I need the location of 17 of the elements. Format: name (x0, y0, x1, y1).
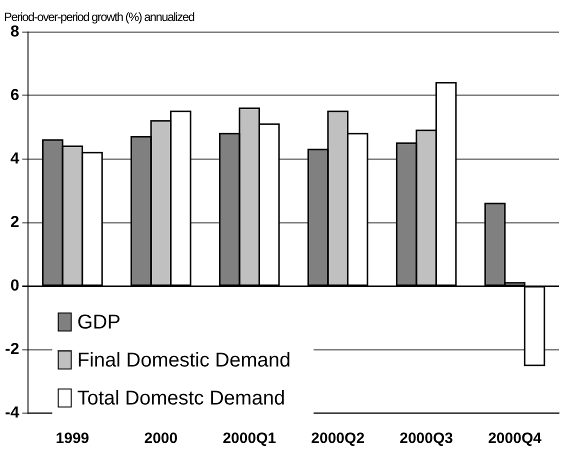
y-axis-title: Period-over-period growth (%) annualized (4, 10, 194, 24)
legend-label: Final Domestic Demand (77, 350, 291, 372)
x-tick-label: 2000Q3 (400, 430, 453, 448)
x-tick-label: 1999 (56, 430, 90, 448)
legend-label: GDP (77, 312, 121, 334)
x-tick-label: 2000Q2 (311, 430, 365, 448)
y-tick-label: 4 (10, 150, 20, 168)
y-tick-label: 8 (10, 23, 20, 40)
x-tick-label: 2000Q1 (222, 430, 276, 448)
legend-label: Total Domestc Demand (77, 388, 286, 410)
y-tick-label: -2 (4, 340, 20, 358)
x-tick-label: 2000 (144, 430, 178, 448)
x-tick-label: 2000Q4 (488, 430, 542, 448)
y-tick-label: 2 (10, 214, 20, 231)
y-tick-label: 6 (10, 86, 20, 104)
y-tick-label: 0 (10, 277, 20, 294)
y-tick-label: -4 (4, 404, 20, 422)
